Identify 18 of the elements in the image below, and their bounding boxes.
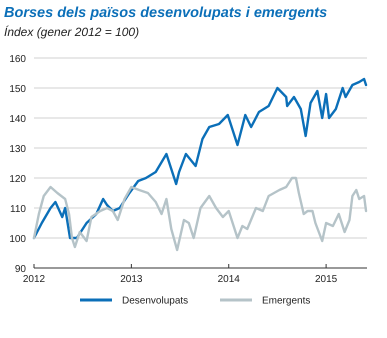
y-tick-label: 130: [9, 144, 26, 155]
y-tick-label: 110: [10, 204, 26, 215]
chart-subtitle: Índex (gener 2012 = 100): [4, 25, 140, 39]
y-tick-label: 120: [9, 174, 26, 185]
y-tick-label: 160: [9, 54, 26, 65]
x-tick-label: 2012: [22, 274, 46, 285]
x-tick-label: 2013: [120, 274, 143, 285]
line-series: [32, 78, 368, 240]
line-series: [32, 176, 368, 252]
y-tick-label: 150: [9, 84, 26, 95]
legend-label: Desenvolupats: [122, 296, 188, 306]
y-tick-label: 100: [9, 234, 26, 245]
x-tick-label: 2014: [218, 274, 240, 285]
chart-title: Borses dels països desenvolupats i emergents: [4, 5, 328, 21]
y-tick-label: 90: [14, 264, 26, 275]
x-tick-label: 2015: [314, 274, 338, 285]
y-tick-label: 140: [9, 114, 26, 125]
legend-label: Emergents: [262, 296, 310, 306]
